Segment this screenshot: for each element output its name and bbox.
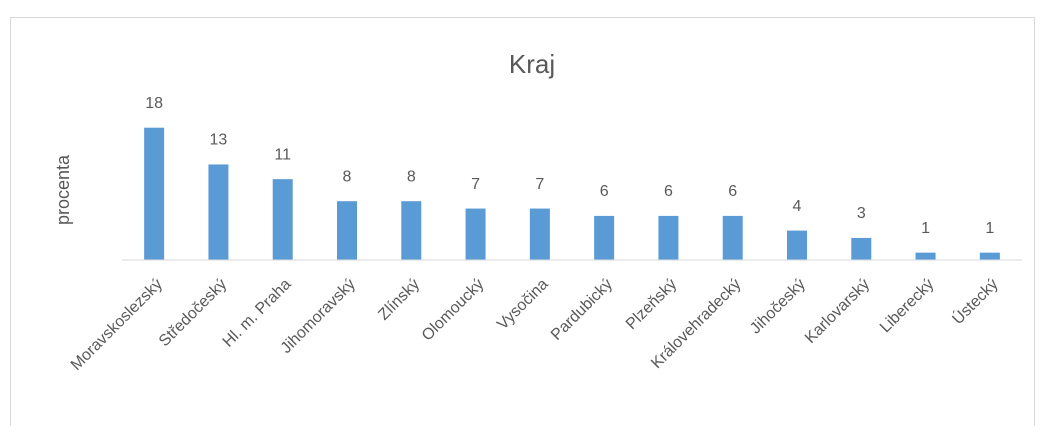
bar <box>144 127 165 260</box>
chart-border <box>10 17 1035 426</box>
bar <box>722 215 743 260</box>
y-axis-label: procenta <box>53 154 73 225</box>
data-label: 1 <box>985 220 994 237</box>
data-label: 13 <box>210 132 228 149</box>
data-label: 8 <box>407 168 416 185</box>
data-label: 6 <box>728 183 737 200</box>
data-label: 6 <box>664 183 673 200</box>
data-label: 6 <box>600 183 609 200</box>
bar <box>979 252 1000 260</box>
bar <box>401 201 422 260</box>
bar <box>465 208 486 260</box>
data-label: 18 <box>145 95 163 112</box>
data-label: 7 <box>535 176 544 193</box>
data-label: 4 <box>793 198 802 215</box>
bar <box>915 252 936 260</box>
bar <box>337 201 357 260</box>
bar <box>851 237 872 260</box>
data-label: 8 <box>343 168 352 185</box>
bar <box>208 164 229 260</box>
data-label: 1 <box>921 220 930 237</box>
data-label: 11 <box>274 146 291 163</box>
chart-title: Kraj <box>509 49 555 79</box>
bar <box>658 215 679 260</box>
data-label: 7 <box>471 176 480 193</box>
bar <box>529 208 550 260</box>
bar <box>272 179 293 260</box>
bar <box>594 215 615 260</box>
data-label: 3 <box>857 205 866 222</box>
bar <box>787 230 807 260</box>
